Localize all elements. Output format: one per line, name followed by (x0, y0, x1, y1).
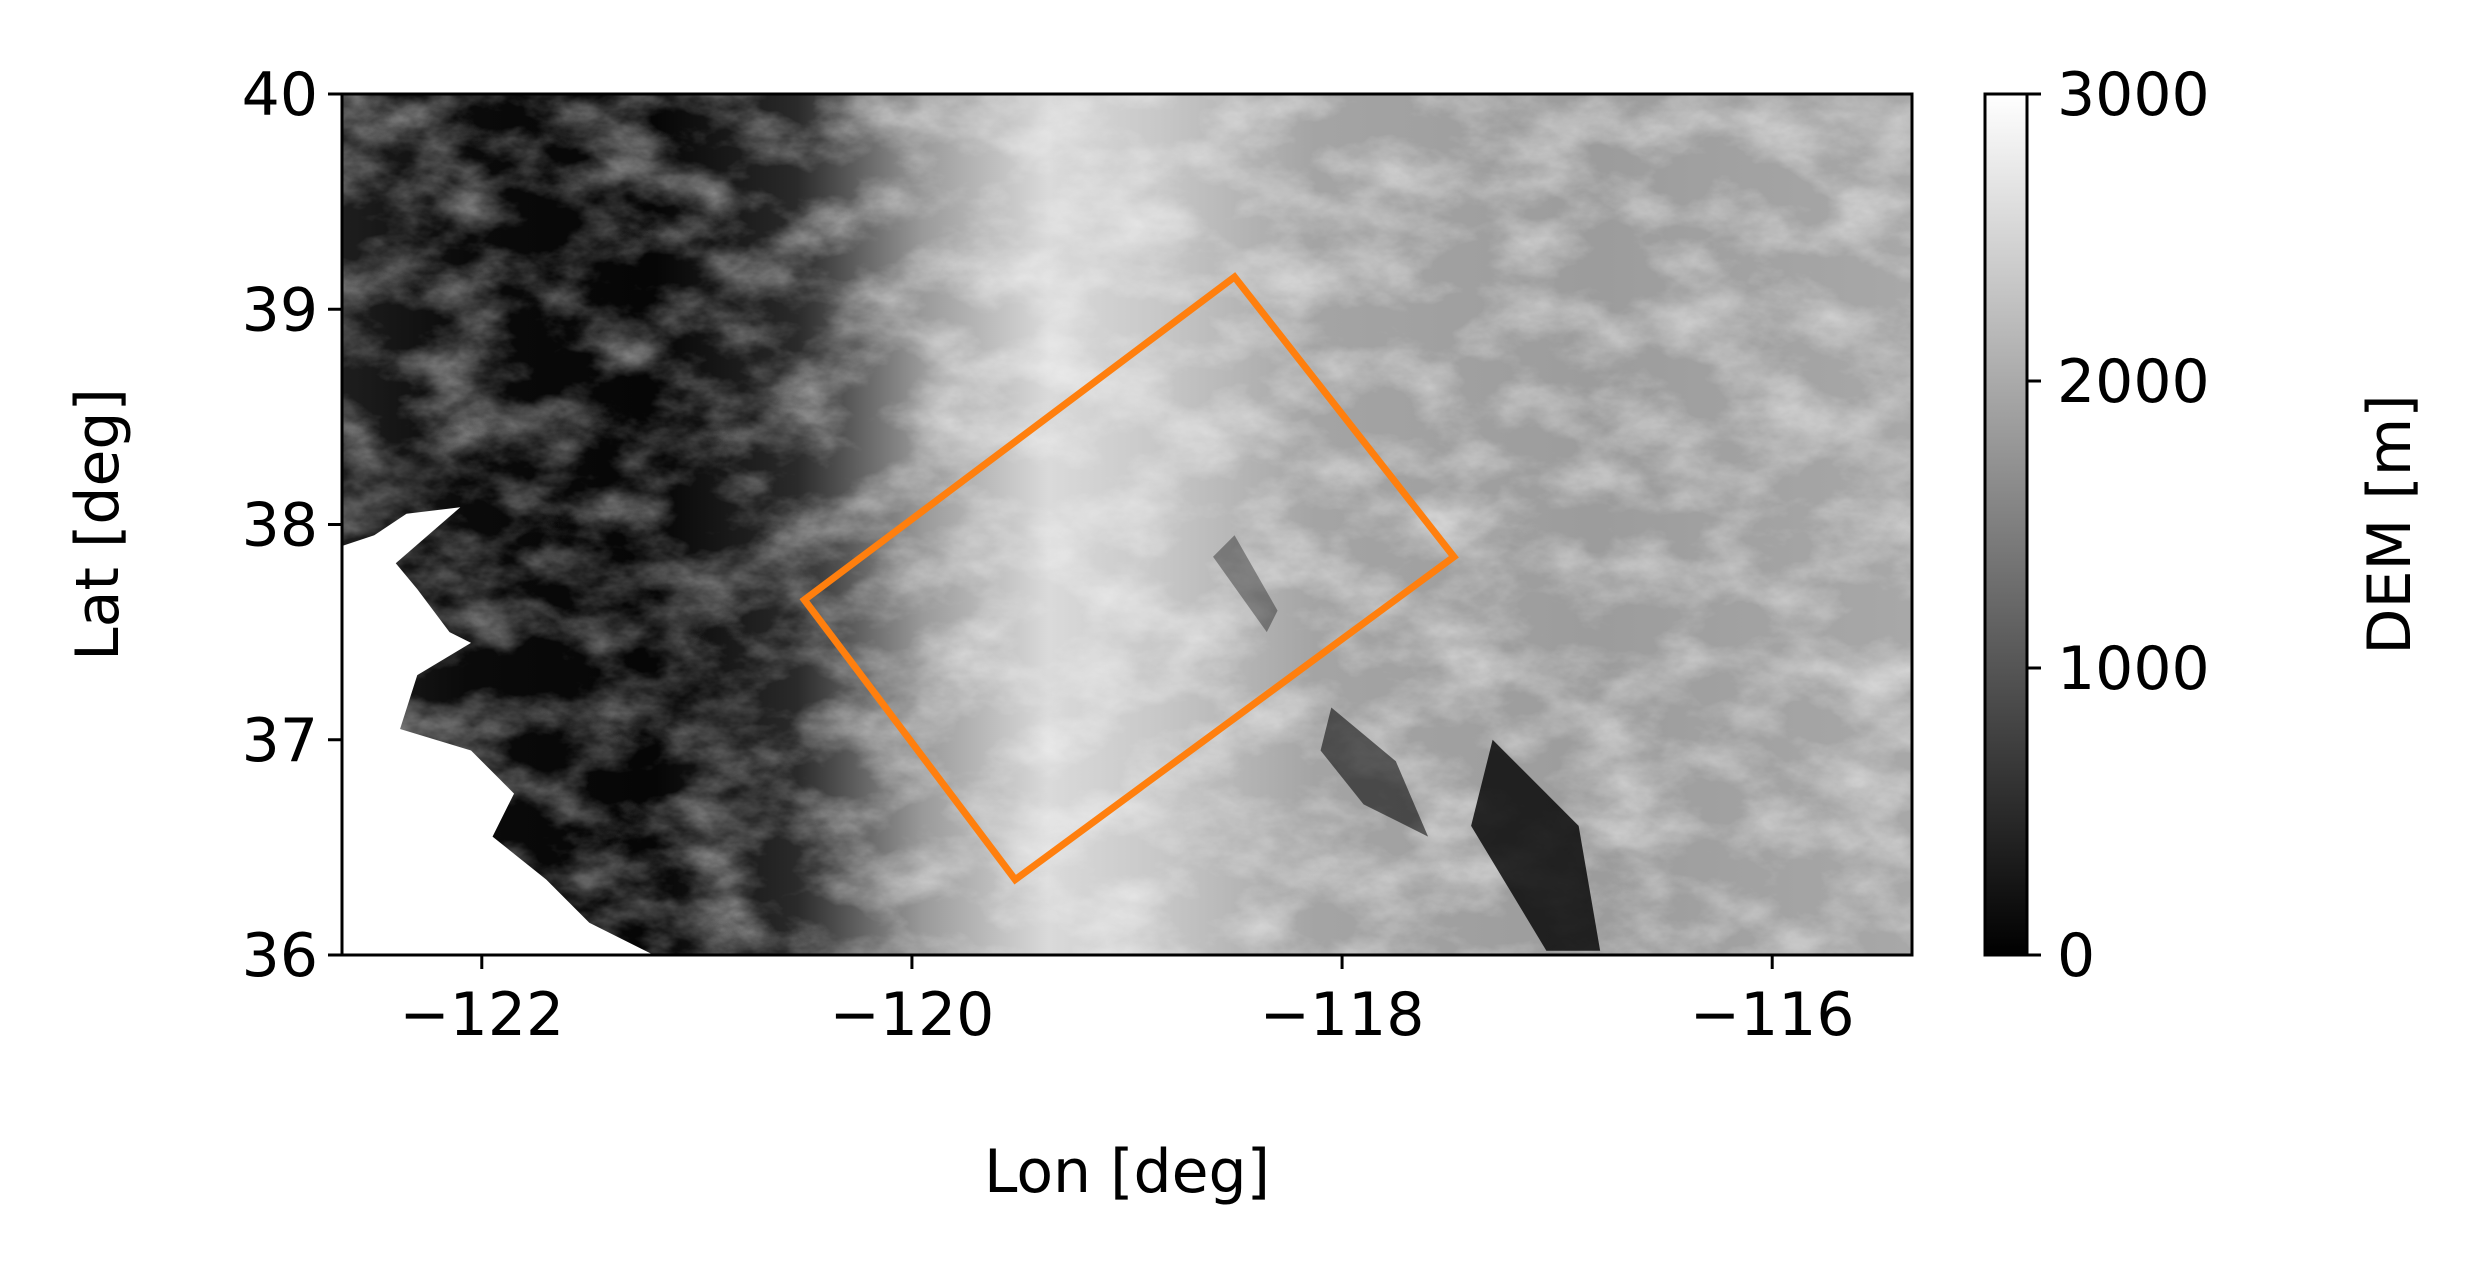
x-tick-label: −120 (830, 980, 995, 1050)
y-axis-ticks: 36 37 38 39 40 (242, 60, 342, 991)
dem-raster (342, 94, 1912, 955)
valley-zone (1471, 739, 1601, 951)
y-tick-label: 38 (242, 491, 318, 561)
x-tick-label: −116 (1690, 980, 1855, 1050)
y-tick-label: 40 (242, 60, 318, 130)
colorbar-tick-label: 3000 (2057, 60, 2210, 130)
dem-terrain-texture (342, 94, 1912, 955)
colorbar-gradient (1985, 94, 2027, 955)
y-tick-label: 37 (242, 706, 318, 776)
valley-zone (1213, 535, 1278, 633)
y-tick-label: 36 (242, 921, 318, 991)
valley-zone (1320, 707, 1429, 837)
colorbar: 0 1000 2000 3000 DEM [m] (1983, 60, 2425, 991)
x-axis-ticks: −122 −120 −118 −116 (399, 955, 1855, 1050)
map-axes: −122 −120 −118 −116 36 37 38 39 40 Lon [deg] La… (63, 60, 1914, 1207)
dem-valley-zones (1213, 535, 1601, 951)
x-tick-label: −122 (399, 980, 564, 1050)
x-axis-label: Lon [deg] (984, 1137, 1270, 1207)
colorbar-tick-label: 0 (2057, 921, 2095, 991)
colorbar-ticks: 0 1000 2000 3000 (2027, 60, 2210, 991)
colorbar-frame (1983, 92, 2029, 957)
colorbar-tick-label: 1000 (2057, 634, 2210, 704)
ocean-nodata-area (342, 507, 654, 955)
scene-footprint-polygon (799, 272, 1459, 885)
colorbar-tick-label: 2000 (2057, 347, 2210, 417)
x-tick-label: −118 (1260, 980, 1425, 1050)
colorbar-label: DEM [m] (2355, 394, 2425, 654)
y-axis-label: Lat [deg] (63, 388, 133, 661)
y-tick-label: 39 (242, 275, 318, 345)
